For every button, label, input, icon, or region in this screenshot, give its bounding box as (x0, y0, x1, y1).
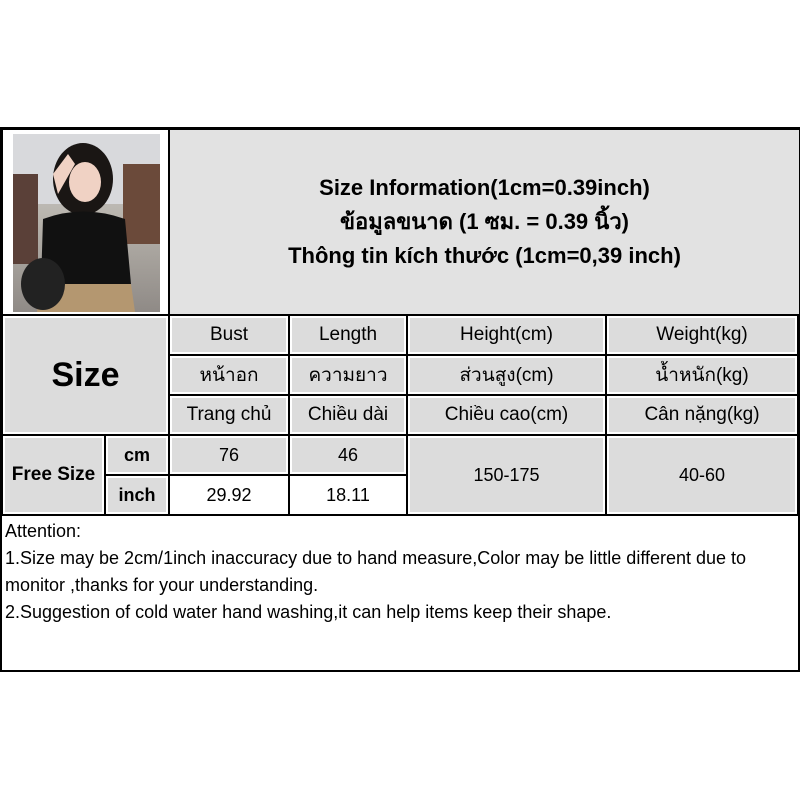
size-information-title: Size Information(1cm=0.39inch) ข้อมูลขนา… (169, 129, 800, 315)
unit-cm-label: cm (105, 435, 169, 475)
unit-inch-label: inch (105, 475, 169, 515)
attention-note-2: 2.Suggestion of cold water hand washing,… (5, 602, 612, 622)
size-header: Size (2, 315, 169, 435)
weight-header-vi: Cân nặng(kg) (606, 395, 798, 435)
height-header-th: ส่วนสูง(cm) (407, 355, 606, 395)
weight-range-value: 40-60 (606, 435, 798, 515)
title-thai: ข้อมูลขนาด (1 ซม. = 0.39 นิ้ว) (339, 209, 629, 234)
length-header-th: ความยาว (289, 355, 407, 395)
bust-header-vi: Trang chủ (169, 395, 289, 435)
length-inch-value: 18.11 (289, 475, 407, 515)
height-header-en: Height(cm) (407, 315, 606, 355)
attention-note-1: 1.Size may be 2cm/1inch inaccuracy due t… (5, 548, 747, 595)
length-cm-value: 46 (289, 435, 407, 475)
product-photo (13, 134, 160, 312)
bust-inch-value: 29.92 (169, 475, 289, 515)
size-chart: Size Information(1cm=0.39inch) ข้อมูลขนา… (0, 127, 800, 672)
free-size-label: Free Size (2, 435, 105, 515)
bust-header-en: Bust (169, 315, 289, 355)
length-header-vi: Chiều dài (289, 395, 407, 435)
attention-notes: Attention: 1.Size may be 2cm/1inch inacc… (2, 515, 798, 670)
product-photo-cell (2, 129, 169, 315)
title-vietnamese: Thông tin kích thước (1cm=0,39 inch) (288, 243, 681, 268)
weight-header-th: น้ำหนัก(kg) (606, 355, 798, 395)
weight-header-en: Weight(kg) (606, 315, 798, 355)
bust-cm-value: 76 (169, 435, 289, 475)
bust-header-th: หน้าอก (169, 355, 289, 395)
attention-heading: Attention: (5, 521, 82, 541)
length-header-en: Length (289, 315, 407, 355)
title-english: Size Information(1cm=0.39inch) (319, 175, 650, 200)
height-header-vi: Chiều cao(cm) (407, 395, 606, 435)
height-range-value: 150-175 (407, 435, 606, 515)
